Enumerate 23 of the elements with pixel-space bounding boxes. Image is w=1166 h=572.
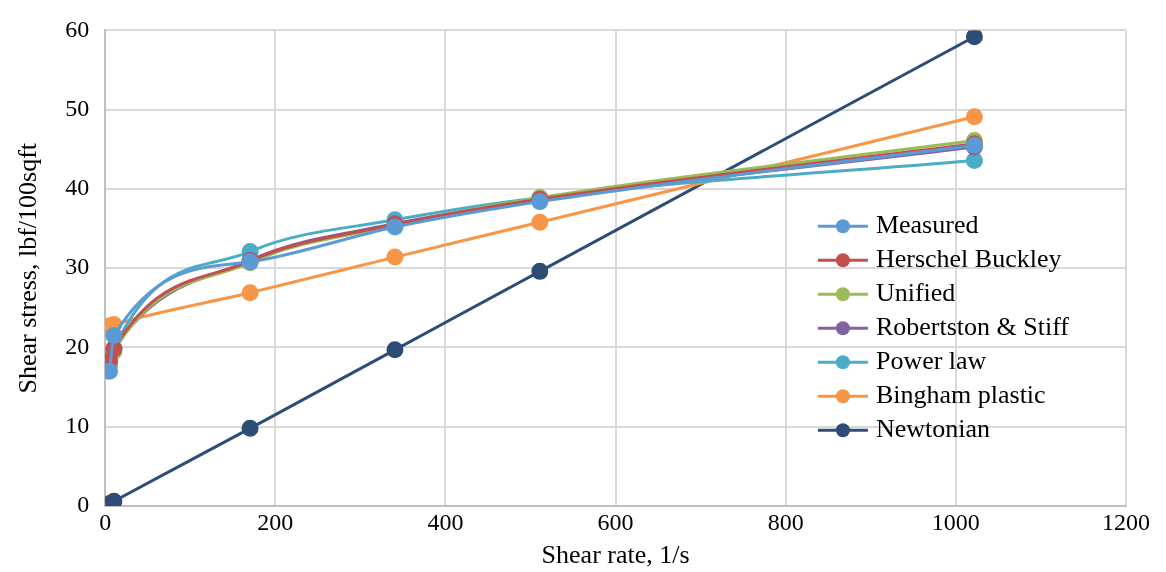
y-tick-label: 50 [65, 94, 90, 121]
legend-label: Bingham plastic [875, 380, 1046, 410]
y-axis-title: Shear stress, lbf/100sqft [13, 142, 43, 394]
x-tick-label: 0 [99, 508, 112, 535]
legend-label: Unified [875, 278, 956, 308]
y-tick-label: 60 [65, 15, 90, 42]
x-tick-label: 600 [597, 508, 634, 535]
y-tick-label: 10 [65, 412, 90, 439]
legend-label: Herschel Buckley [875, 244, 1062, 274]
legend-label: Power law [875, 346, 987, 376]
x-axis-title: Shear rate, 1/s [541, 540, 690, 570]
legend-label: Robertston & Stiff [875, 312, 1070, 342]
y-tick-label: 40 [65, 174, 90, 201]
y-tick-label: 20 [65, 332, 90, 359]
y-tick-label: 30 [65, 253, 90, 280]
x-tick-label: 800 [767, 508, 804, 535]
legend-label: Newtonian [875, 414, 991, 444]
x-tick-label: 400 [427, 508, 464, 535]
y-tick-label: 0 [77, 491, 90, 518]
x-tick-label: 1200 [1102, 508, 1150, 535]
legend-label: Measured [875, 210, 979, 240]
x-tick-label: 200 [257, 508, 294, 535]
x-tick-label: 1000 [931, 508, 980, 535]
